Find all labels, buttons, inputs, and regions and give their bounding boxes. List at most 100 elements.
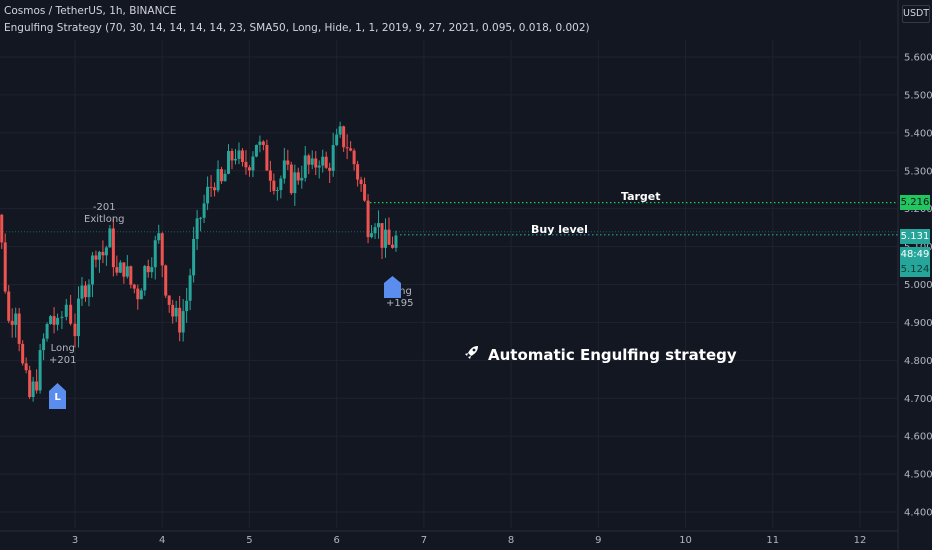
candle-body [171, 304, 175, 317]
candle-body [230, 150, 234, 161]
candle-body [303, 155, 307, 178]
y-tick-label: 4.800 [904, 356, 932, 367]
candle-body [83, 285, 87, 298]
long-entry-marker-2[interactable] [384, 276, 401, 298]
candle-body [24, 363, 28, 371]
candle-body [296, 172, 300, 181]
x-tick-label: 11 [766, 535, 779, 546]
candle-body [209, 186, 213, 188]
candle-body [293, 172, 297, 194]
candle-body [272, 180, 276, 191]
candle-body [136, 288, 140, 300]
candle-body [150, 267, 154, 273]
candle-body [324, 156, 328, 168]
headline-text: Automatic Engulfing strategy [488, 346, 737, 364]
candle-body [192, 238, 196, 276]
candle-body [132, 284, 136, 289]
candle-body [0, 214, 4, 243]
candle-body [247, 167, 251, 171]
candle-body [160, 233, 164, 266]
candle-body [178, 307, 182, 333]
exit-value: -201 [92, 202, 116, 213]
y-tick-label: 5.500 [904, 90, 932, 101]
x-tick-label: 10 [679, 535, 692, 546]
candle-body [42, 338, 46, 351]
candle-body [279, 178, 283, 191]
y-tick-label: 5.600 [904, 53, 932, 64]
candle-body [321, 156, 325, 166]
candle-body [254, 144, 258, 157]
long2-value: +195 [386, 298, 414, 309]
candle-body [115, 267, 119, 273]
candle-body [363, 184, 367, 201]
candle-body [377, 223, 381, 228]
x-tick-label: 6 [333, 535, 339, 546]
candle-body [17, 313, 21, 344]
candle-body [164, 265, 168, 296]
y-tick-label: 5.000 [904, 280, 932, 291]
x-tick-label: 7 [421, 535, 427, 546]
candle-body [14, 313, 18, 325]
candle-body [268, 170, 272, 181]
candle-body [73, 323, 77, 337]
y-tick-label: 4.600 [904, 432, 932, 443]
candle-body [125, 266, 129, 277]
candle-body [307, 155, 311, 165]
candle-body [195, 218, 199, 239]
candle-body [265, 144, 269, 171]
y-tick-label: 4.400 [904, 508, 932, 519]
currency-button[interactable]: USDT [902, 5, 930, 23]
candle-body [227, 150, 231, 174]
price-axis: 4.4004.5004.6004.7004.8004.9005.0005.100… [904, 53, 932, 519]
x-tick-label: 9 [595, 535, 601, 546]
candle-body [261, 141, 265, 145]
candle-body [97, 251, 101, 260]
candle-body [80, 285, 84, 299]
level-lines [0, 202, 898, 236]
target-label: Target [621, 190, 661, 203]
candle-body [45, 324, 49, 339]
candle-body [76, 298, 80, 337]
candle-body [129, 266, 133, 285]
candle-body [258, 141, 262, 145]
candle-body [206, 186, 210, 204]
candle-body [380, 223, 384, 248]
candle-body [60, 316, 64, 318]
candle-body [352, 150, 356, 165]
long-annotation-1: Long +201 [49, 343, 76, 367]
candle-body [94, 255, 98, 260]
candle-body [90, 255, 94, 285]
candle-body [373, 227, 377, 234]
candle-body [35, 381, 39, 391]
candle-body [157, 233, 161, 241]
candle-body [199, 217, 203, 219]
long-entry-marker[interactable]: L [49, 383, 66, 409]
exit-label: Exitlong [84, 214, 125, 225]
x-tick-label: 12 [854, 535, 867, 546]
candle-body [220, 169, 224, 182]
candle-body [244, 161, 248, 168]
y-tick-label: 5.300 [904, 166, 932, 177]
candle-body [118, 262, 122, 273]
y-tick-label: 4.900 [904, 318, 932, 329]
candle-body [331, 145, 335, 171]
chart-title[interactable]: Cosmos / TetherUS, 1h, BINANCE [4, 5, 177, 17]
indicator-legend[interactable]: Engulfing Strategy (70, 30, 14, 14, 14, … [4, 22, 590, 34]
rocket-icon [464, 344, 480, 364]
candle-body [188, 275, 192, 301]
candle-body [10, 320, 14, 325]
candle-body [122, 262, 126, 277]
candle-body [49, 316, 53, 325]
chart-grid [0, 0, 899, 550]
candle-body [310, 158, 314, 165]
candle-body [38, 350, 42, 391]
candle-body [31, 381, 35, 398]
candle-body [202, 203, 206, 218]
candle-body [52, 316, 56, 325]
candle-body [387, 229, 391, 245]
candle-body [356, 164, 360, 180]
candle-body [390, 244, 394, 248]
last-price-tag: 5.124 [900, 262, 930, 277]
y-tick-label: 5.400 [904, 128, 932, 139]
